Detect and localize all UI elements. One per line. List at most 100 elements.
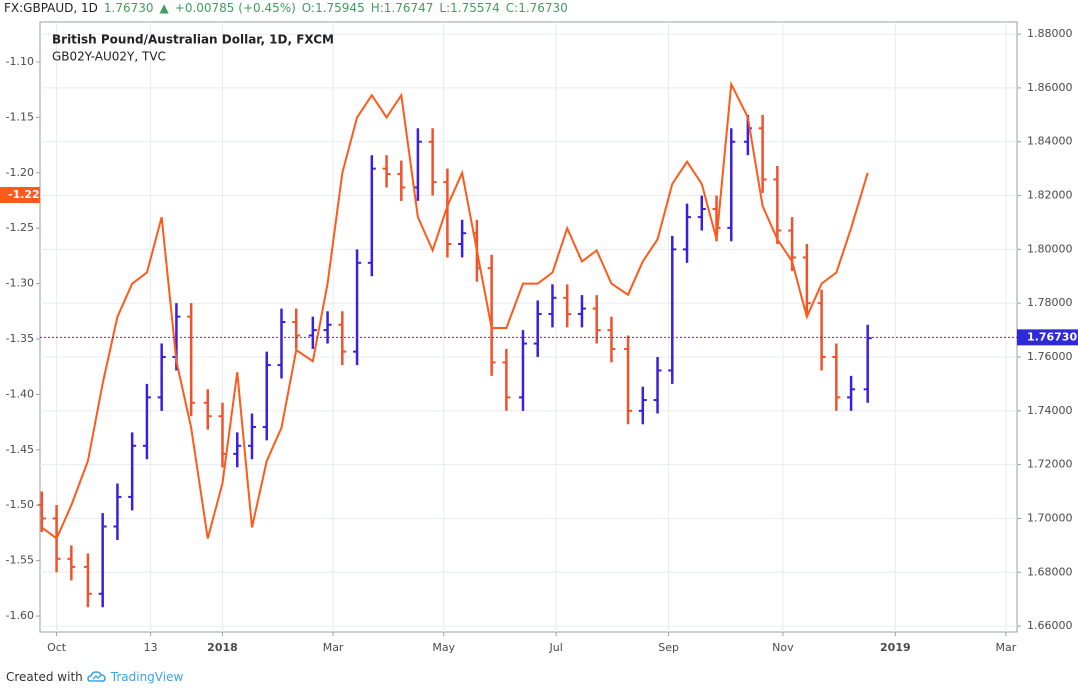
footer: Created with TradingView xyxy=(6,670,183,684)
y2-tick-label: -1.25 xyxy=(6,221,34,234)
ohlc-bar xyxy=(37,491,46,532)
ohlc-bar xyxy=(773,165,782,244)
ohlc-bar xyxy=(592,295,601,344)
ohlc-bar xyxy=(563,284,572,328)
ohlc-bar xyxy=(397,160,406,201)
y2-tick-label: -1.60 xyxy=(6,609,34,622)
ohlc-bar xyxy=(727,128,736,242)
ohlc-bar xyxy=(683,203,692,263)
ohlc-bar xyxy=(382,155,391,188)
ohlc-bar xyxy=(128,432,137,511)
symbol: FX:GBPAUD, 1D xyxy=(4,1,98,15)
legend-entry: British Pound/Australian Dollar, 1D, FXC… xyxy=(52,33,334,47)
ohlc-bar xyxy=(832,343,841,411)
y-tick-label: 1.78000 xyxy=(1027,296,1073,309)
y-tick-label: 1.86000 xyxy=(1027,81,1073,94)
ohlc-bar xyxy=(113,483,122,540)
ohlc-bar xyxy=(308,316,317,349)
ohlc-bar xyxy=(548,284,557,328)
y2-tick-label: -1.10 xyxy=(6,55,34,68)
y-tick-label: 1.70000 xyxy=(1027,511,1073,524)
x-tick-label: May xyxy=(432,641,455,654)
y2-tick-label: -1.35 xyxy=(6,332,34,345)
marks xyxy=(37,80,872,608)
ohlc-bar xyxy=(577,295,586,328)
y-tick-label: 1.80000 xyxy=(1027,242,1073,255)
ohlc-bar xyxy=(262,351,271,441)
x-tick-label: Sep xyxy=(658,641,679,654)
ohlc-bar xyxy=(624,335,633,425)
ohlc-bar xyxy=(233,432,242,468)
x-tick-label: 13 xyxy=(144,641,158,654)
y2-tick-label: -1.50 xyxy=(6,498,34,511)
ohlc-bar xyxy=(697,195,706,231)
x-tick-label: Nov xyxy=(772,641,794,654)
ohlc-bar xyxy=(487,254,496,376)
ohlc-bar xyxy=(187,303,196,417)
ohlc-bar xyxy=(863,324,872,403)
ohlc-bar xyxy=(758,114,767,193)
y-tick-label: 1.66000 xyxy=(1027,619,1073,632)
ohlc-bar xyxy=(638,386,647,425)
line-series xyxy=(41,80,869,541)
header-value: 1.76730 xyxy=(103,1,154,15)
grid xyxy=(40,22,1017,632)
ohlc-bar xyxy=(607,316,616,363)
ohlc-bar xyxy=(802,243,811,317)
y-tick-label: 1.74000 xyxy=(1027,404,1073,417)
y2-tick-label: -1.45 xyxy=(6,443,34,456)
last-value-box xyxy=(0,186,40,203)
ohlc-bar xyxy=(157,343,166,411)
ohlc-bar xyxy=(353,249,362,366)
x-tick-label: Mar xyxy=(996,641,1017,654)
x-tick-label: 2018 xyxy=(207,641,238,654)
y2-tick-label: -1.15 xyxy=(6,110,34,123)
footer-text: Created with xyxy=(6,670,83,684)
ohlc-bar xyxy=(428,128,437,196)
last-value-label: 1.76730 xyxy=(1027,330,1077,343)
header: FX:GBPAUD, 1D 1.76730 ▲ +0.00785 (+0.45%) O:… xyxy=(4,0,568,16)
last-value-label: -1.22 xyxy=(8,188,40,201)
y2-tick-label: -1.40 xyxy=(6,387,34,400)
y-tick-label: 1.84000 xyxy=(1027,135,1073,148)
logo xyxy=(86,671,106,682)
ohlc-bar xyxy=(247,413,256,460)
header-value: H:1.76747 xyxy=(370,1,434,15)
ohlc-bar xyxy=(338,311,347,366)
ohlc-bar xyxy=(847,375,856,411)
ohlc-bar xyxy=(533,300,542,358)
x-tick-label: Mar xyxy=(323,641,344,654)
header-value: O:1.75945 xyxy=(301,1,365,15)
legend-entry: GB02Y-AU02Y, TVC xyxy=(52,50,166,64)
ohlc-bar xyxy=(323,311,332,344)
ohlc-bar xyxy=(277,308,286,379)
ohlc-bar xyxy=(518,330,527,411)
header-value: +0.00785 (+0.45%) xyxy=(174,1,296,15)
x-tick-label: 2019 xyxy=(880,641,911,654)
x-tick-label: Oct xyxy=(47,641,67,654)
ohlc-bar xyxy=(367,155,376,277)
y2-tick-label: -1.30 xyxy=(6,277,34,290)
ohlc-bar xyxy=(83,553,92,608)
y2-tick-label: -1.55 xyxy=(6,554,34,567)
y-tick-label: 1.82000 xyxy=(1027,189,1073,202)
x-tick-label: Jul xyxy=(549,641,563,654)
y-tick-label: 1.76000 xyxy=(1027,350,1073,363)
header-value: C:1.76730 xyxy=(505,1,568,15)
ohlc-bar xyxy=(67,545,76,581)
ohlc-bar xyxy=(98,513,107,608)
ohlc-bar xyxy=(653,357,662,414)
footer-brand: TradingView xyxy=(110,670,184,684)
plot-frame xyxy=(39,21,1018,633)
ohlc-bar xyxy=(203,389,212,430)
ohlc-bar xyxy=(443,168,452,258)
y2-tick-label: -1.20 xyxy=(6,166,34,179)
ohlc-bar xyxy=(502,348,511,411)
header-value: L:1.75574 xyxy=(439,1,500,15)
ohlc-bar xyxy=(817,289,826,371)
y-tick-label: 1.68000 xyxy=(1027,565,1073,578)
y-tick-label: 1.88000 xyxy=(1027,27,1073,40)
header-value: ▲ xyxy=(159,1,169,15)
